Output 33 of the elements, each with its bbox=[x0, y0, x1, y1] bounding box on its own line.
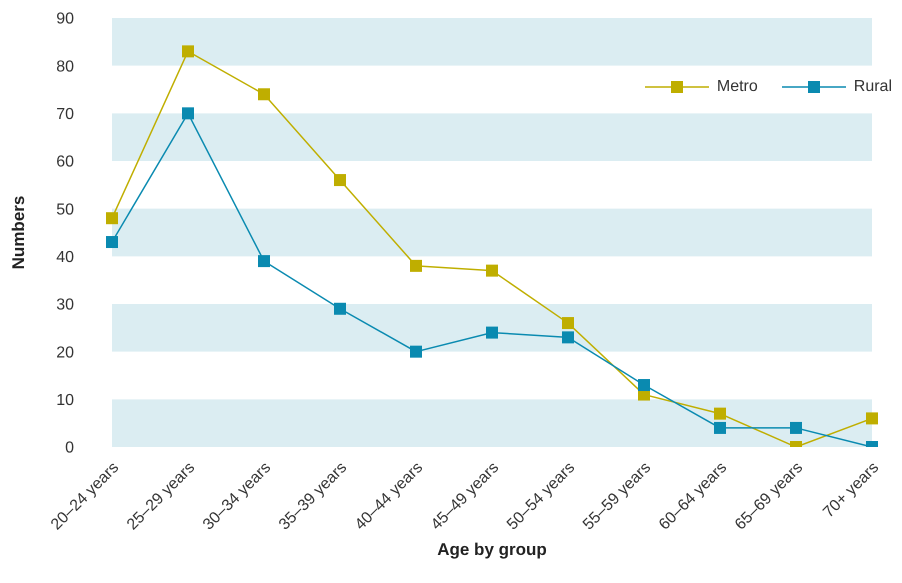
x-axis-title: Age by group bbox=[437, 540, 547, 559]
y-tick-label: 10 bbox=[56, 392, 74, 410]
y-axis-title: Numbers bbox=[9, 196, 28, 270]
y-tick-label: 20 bbox=[56, 344, 74, 362]
point bbox=[258, 88, 270, 100]
point bbox=[410, 346, 422, 358]
y-tick-label: 40 bbox=[56, 249, 74, 266]
y-tick-label: 90 bbox=[56, 10, 74, 28]
point bbox=[334, 174, 346, 186]
point bbox=[638, 379, 650, 392]
y-tick-label: 60 bbox=[56, 154, 74, 171]
y-tick-label: 30 bbox=[56, 296, 74, 314]
legend-label: Rural bbox=[854, 78, 892, 96]
y-tick-label: 0 bbox=[65, 440, 74, 457]
point bbox=[790, 422, 802, 434]
point bbox=[486, 326, 498, 339]
y-tick-label: 50 bbox=[56, 201, 74, 218]
point bbox=[562, 317, 574, 330]
point bbox=[486, 264, 498, 277]
point bbox=[106, 236, 118, 248]
point bbox=[714, 408, 726, 420]
point bbox=[866, 412, 878, 424]
point bbox=[410, 260, 422, 272]
point bbox=[714, 422, 726, 434]
point bbox=[106, 212, 118, 224]
point bbox=[182, 45, 194, 58]
point bbox=[258, 255, 270, 268]
y-tick-label: 70 bbox=[56, 106, 74, 124]
point bbox=[562, 331, 574, 344]
point bbox=[334, 302, 346, 315]
point bbox=[182, 107, 194, 120]
y-tick-label: 80 bbox=[56, 58, 74, 76]
legend-label: Metro bbox=[716, 78, 758, 96]
